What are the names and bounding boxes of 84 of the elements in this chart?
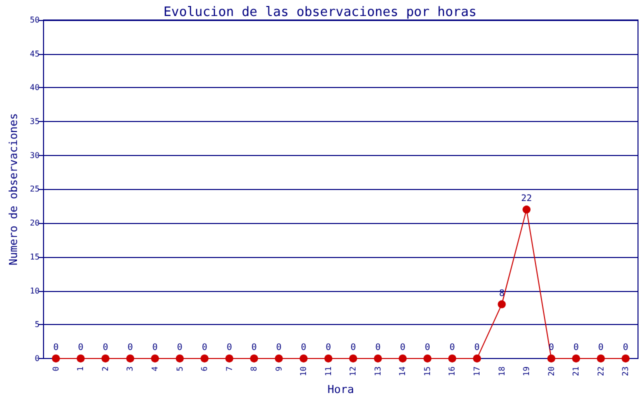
x-tick-label: 19 [522, 366, 532, 376]
x-tick-label: 20 [546, 366, 556, 376]
data-label: 22 [521, 194, 532, 204]
x-tick-label: 22 [596, 366, 606, 376]
point [448, 354, 456, 362]
x-tick-label: 5 [175, 366, 184, 372]
point [622, 354, 630, 362]
point [349, 354, 358, 362]
x-tick-label: 6 [200, 366, 210, 372]
data-label: 0 [78, 342, 84, 353]
data-label: 0 [424, 342, 430, 353]
y-tick-label: 45 [30, 49, 40, 58]
x-tick-label: 3 [126, 366, 135, 372]
data-label: 0 [573, 342, 579, 353]
point [274, 354, 283, 362]
x-tick-label: 9 [274, 366, 284, 372]
point [596, 354, 605, 362]
chart-title: Evolucion de las observaciones por horas [163, 5, 477, 20]
x-tick-label: 7 [224, 366, 234, 372]
y-axis-title: Numero de observaciones [7, 113, 20, 266]
data-label: 0 [202, 342, 208, 353]
y-tick-label: 30 [30, 150, 40, 160]
data-label: 0 [400, 342, 406, 353]
x-tick-label: 21 [572, 366, 581, 376]
x-tick-label: 17 [472, 366, 482, 376]
data-label: 0 [128, 342, 133, 353]
y-tick-label: 5 [34, 320, 40, 330]
data-label: 0 [375, 342, 381, 353]
data-label: 0 [474, 342, 480, 353]
x-tick-label: 8 [250, 366, 259, 372]
point [76, 354, 85, 362]
x-tick-label: 0 [51, 366, 60, 372]
x-axis-title: Hora [328, 383, 354, 396]
point [398, 354, 407, 362]
data-label: 0 [350, 342, 356, 353]
x-tick-label: 12 [348, 366, 358, 376]
data-label: 0 [226, 342, 232, 353]
x-tick-label: 13 [373, 366, 382, 376]
x-tick-label: 15 [422, 366, 432, 376]
y-tick-label: 40 [30, 83, 40, 92]
point [151, 354, 159, 362]
data-label: 0 [276, 342, 282, 353]
data-label: 0 [450, 342, 455, 353]
data-label: 0 [152, 342, 158, 353]
y-tick-label: 25 [30, 184, 40, 194]
data-label: 0 [177, 342, 182, 353]
data-label: 0 [622, 342, 628, 353]
point [522, 206, 531, 214]
y-tick-label: 10 [30, 286, 40, 296]
point [547, 354, 556, 362]
x-tick-label: 18 [497, 366, 506, 376]
data-label: 0 [102, 342, 108, 353]
point [498, 300, 506, 308]
point [374, 354, 382, 362]
y-tick-label: 35 [30, 117, 40, 126]
point [126, 354, 134, 362]
x-tick-label: 23 [621, 366, 630, 376]
point [200, 354, 209, 362]
point [250, 354, 258, 362]
y-tick-label: 15 [30, 252, 40, 262]
point [473, 354, 481, 362]
point [324, 354, 332, 362]
x-tick-label: 16 [448, 366, 457, 376]
y-tick-label: 50 [30, 16, 40, 24]
x-tick-label: 11 [324, 366, 333, 376]
x-tick-label: 10 [299, 366, 308, 376]
x-tick-label: 1 [76, 366, 86, 372]
data-label: 0 [598, 342, 604, 353]
data-label: 0 [53, 342, 59, 353]
x-tick-label: 4 [150, 366, 160, 372]
point [101, 354, 110, 362]
data-label: 0 [300, 342, 306, 353]
point [300, 354, 308, 362]
point [572, 354, 580, 362]
y-tick-label: 0 [34, 354, 40, 363]
point [176, 354, 184, 362]
data-label: 0 [251, 342, 257, 353]
y-tick-label: 20 [30, 218, 40, 228]
point [225, 354, 234, 362]
x-tick-label: 2 [100, 366, 110, 372]
point [423, 354, 432, 362]
x-tick-label: 14 [398, 366, 408, 376]
point [52, 354, 60, 362]
data-label: 0 [326, 342, 332, 353]
